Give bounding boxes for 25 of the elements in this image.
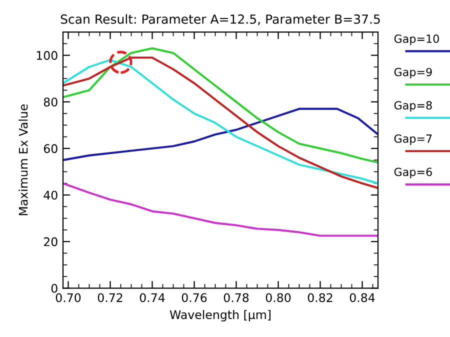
- x-axis-title: Wavelength [μm]: [170, 310, 270, 322]
- x-tick-label: 0.70: [56, 293, 81, 302]
- y-tick-label: 0: [51, 284, 58, 293]
- x-tick-label: 0.84: [350, 293, 375, 302]
- line-series: [63, 108, 378, 162]
- line-series: [63, 182, 378, 237]
- text: Gap=8: [394, 101, 432, 112]
- y-tick-label: 80: [44, 98, 58, 107]
- text: Gap=7: [394, 134, 432, 145]
- y-tick-label: 60: [44, 144, 58, 154]
- y-axis-title: Maximum Ex Value: [18, 104, 28, 216]
- y-tick-label: 40: [44, 190, 58, 200]
- x-tick-label: 0.74: [140, 293, 165, 302]
- text: Gap=9: [394, 68, 432, 78]
- x-tick-label: 0.80: [266, 293, 291, 302]
- y-tick-label: 100: [36, 51, 58, 60]
- x-tick-label: 0.78: [224, 293, 249, 302]
- text: Gap=6: [394, 168, 432, 178]
- y-tick-label: 20: [44, 237, 58, 246]
- line-series: [63, 47, 378, 164]
- chart-title: Scan Result: Parameter A=12.5, Parameter B=37.5: [60, 14, 380, 26]
- x-tick-label: 0.76: [182, 293, 207, 302]
- x-tick-label: 0.72: [98, 293, 122, 302]
- text: Gap=10: [394, 34, 439, 46]
- x-tick-label: 0.82: [308, 293, 332, 302]
